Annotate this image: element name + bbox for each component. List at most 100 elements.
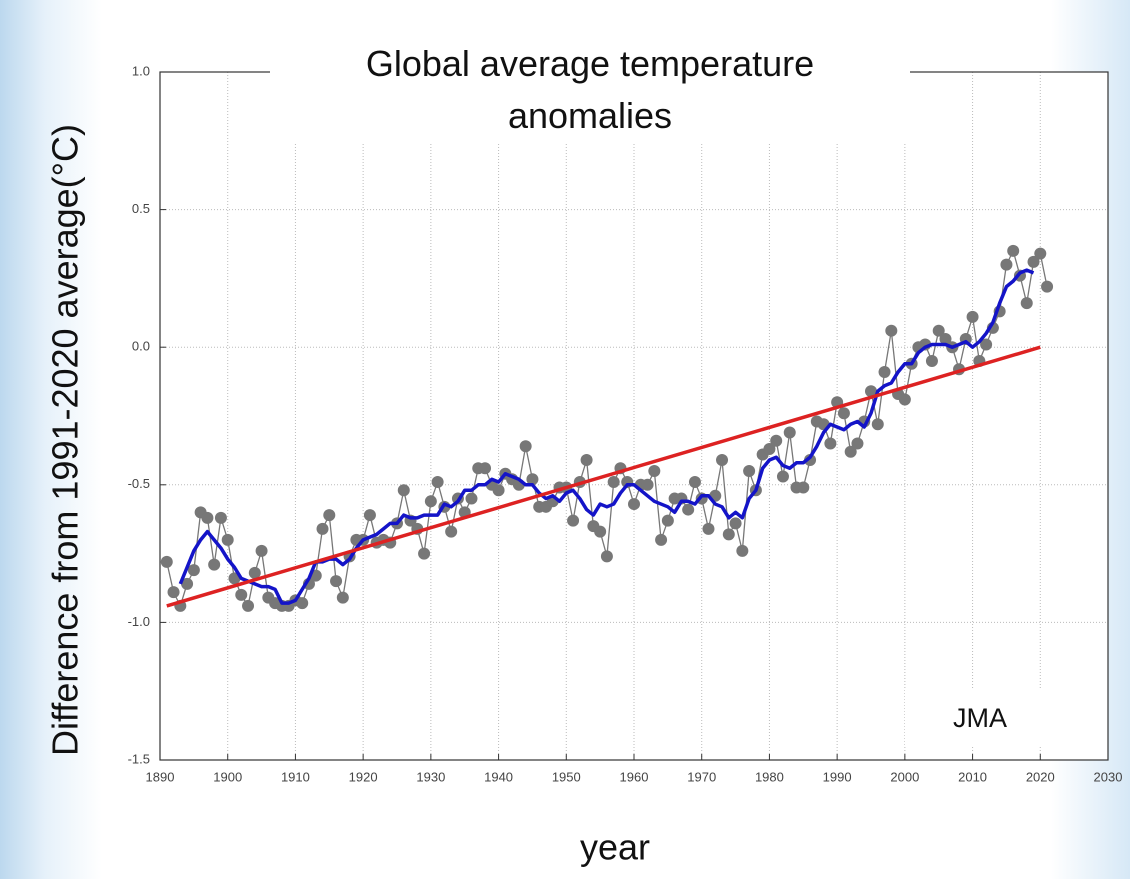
data-point: [363, 509, 376, 522]
y-tick-label: 0.5: [132, 201, 150, 216]
data-point: [330, 575, 343, 588]
data-point: [628, 498, 640, 511]
data-point: [1000, 258, 1013, 271]
data-point: [1027, 255, 1040, 268]
x-tick-label: 1900: [213, 769, 242, 784]
data-point: [925, 354, 938, 367]
data-point: [607, 476, 620, 489]
x-axis-label: year: [580, 827, 650, 868]
data-point: [763, 443, 776, 456]
data-point: [966, 310, 979, 323]
chart-title: Global average temperature anomalies: [270, 38, 910, 142]
annotation: JMA: [905, 690, 1055, 746]
data-point: [783, 426, 796, 439]
data-point: [682, 503, 695, 516]
data-point: [424, 495, 437, 508]
x-tick-label: 1890: [146, 769, 175, 784]
data-point: [214, 511, 227, 524]
data-point: [932, 324, 945, 337]
data-point: [208, 558, 221, 571]
data-point: [980, 338, 993, 351]
y-tick-label: 1.0: [132, 63, 150, 78]
data-point: [939, 332, 952, 345]
data-point: [492, 484, 505, 497]
data-point: [526, 473, 539, 486]
data-point: [722, 528, 735, 541]
data-point: [898, 393, 911, 406]
data-point: [878, 365, 891, 378]
x-tick-label: 1930: [416, 769, 445, 784]
data-point: [648, 465, 661, 478]
data-point: [445, 525, 458, 538]
data-point: [296, 597, 309, 610]
y-tick-label: -1.5: [128, 751, 150, 766]
data-point: [519, 440, 532, 453]
data-point: [397, 484, 410, 497]
data-point: [776, 470, 789, 483]
y-tick-label: -1.0: [128, 614, 150, 629]
data-point: [824, 437, 837, 450]
data-point: [465, 492, 478, 505]
data-point: [844, 445, 857, 458]
data-point: [661, 514, 674, 527]
data-point: [187, 564, 200, 577]
y-tick-label: 0.0: [132, 339, 150, 354]
data-point: [242, 599, 255, 612]
data-point: [655, 533, 668, 546]
data-point: [797, 481, 810, 494]
x-tick-label: 1970: [687, 769, 716, 784]
data-point: [729, 517, 742, 530]
data-point: [1034, 247, 1047, 260]
data-point: [1041, 280, 1054, 293]
x-tick-label: 2010: [958, 769, 987, 784]
data-point: [600, 550, 613, 563]
data-point: [851, 437, 864, 450]
x-tick-label: 2020: [1026, 769, 1055, 784]
x-tick-label: 2030: [1094, 769, 1123, 784]
data-point: [567, 514, 580, 527]
data-point: [865, 385, 877, 398]
data-point: [160, 555, 173, 568]
data-point: [431, 476, 444, 489]
x-tick-label: 1950: [552, 769, 581, 784]
data-point: [716, 454, 729, 467]
plot-background: [160, 72, 1108, 760]
data-point: [418, 547, 431, 560]
y-tick-label: -0.5: [128, 476, 150, 491]
data-point: [871, 418, 884, 431]
series-line: [178, 268, 1035, 605]
data-point: [479, 462, 492, 475]
data-point: [248, 566, 261, 579]
data-point: [837, 407, 850, 420]
data-point: [201, 511, 214, 524]
data-point: [580, 454, 593, 467]
data-point: [221, 533, 234, 546]
data-point: [702, 522, 715, 535]
plot-area: 1890 1900 1910 1920 1930 1940 1950 1960 1970 1980…: [128, 63, 1123, 784]
data-point: [316, 522, 329, 535]
x-tick-label: 2000: [890, 769, 919, 784]
data-point: [235, 588, 248, 601]
x-tick-label: 1960: [620, 769, 649, 784]
data-point: [336, 591, 349, 604]
data-point: [688, 476, 701, 489]
x-tick-label: 1910: [281, 769, 310, 784]
x-tick-label: 1990: [823, 769, 852, 784]
series-line: [166, 345, 1041, 608]
x-tick-label: 1980: [755, 769, 784, 784]
data-point: [167, 586, 180, 599]
data-point: [770, 434, 783, 447]
data-point: [181, 577, 194, 590]
x-tick-label: 1940: [484, 769, 513, 784]
data-point: [1007, 244, 1020, 257]
x-tick-label: 1920: [349, 769, 378, 784]
y-axis-label: Difference from 1991-2020 average(°C): [45, 124, 86, 756]
data-point: [641, 478, 654, 491]
data-point: [1020, 297, 1033, 310]
data-point: [255, 544, 268, 557]
data-point: [594, 525, 607, 538]
data-point: [804, 454, 817, 467]
data-point: [885, 324, 898, 337]
